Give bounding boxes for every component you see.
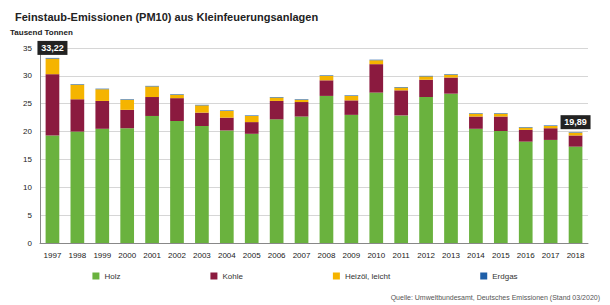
svg-text:5: 5 — [28, 211, 33, 220]
svg-text:2016: 2016 — [517, 251, 535, 260]
svg-text:2003: 2003 — [193, 251, 211, 260]
svg-text:0: 0 — [28, 239, 33, 248]
svg-text:2011: 2011 — [393, 251, 411, 260]
svg-text:Tausend Tonnen: Tausend Tonnen — [10, 28, 73, 37]
svg-text:2009: 2009 — [342, 251, 360, 260]
svg-text:2006: 2006 — [268, 251, 286, 260]
svg-text:20: 20 — [23, 127, 32, 136]
svg-text:2014: 2014 — [467, 251, 485, 260]
svg-text:15: 15 — [23, 155, 32, 164]
svg-text:Quelle: Umweltbundesamt, Deuts: Quelle: Umweltbundesamt, Deutsches Emiss… — [391, 294, 600, 302]
svg-text:10: 10 — [23, 183, 32, 192]
svg-text:2012: 2012 — [417, 251, 435, 260]
svg-text:19,89: 19,89 — [564, 117, 587, 127]
svg-text:25: 25 — [23, 99, 32, 108]
svg-text:35: 35 — [23, 44, 32, 53]
svg-text:Kohle: Kohle — [222, 272, 243, 281]
svg-text:2002: 2002 — [168, 251, 186, 260]
svg-text:2004: 2004 — [218, 251, 236, 260]
svg-text:2008: 2008 — [318, 251, 336, 260]
svg-text:2000: 2000 — [118, 251, 136, 260]
svg-text:Erdgas: Erdgas — [492, 272, 517, 281]
svg-text:Heizöl, leicht: Heizöl, leicht — [345, 272, 391, 281]
svg-text:2001: 2001 — [143, 251, 161, 260]
svg-text:2007: 2007 — [293, 251, 311, 260]
svg-text:Feinstaub-Emissionen (PM10) au: Feinstaub-Emissionen (PM10) aus Kleinfeu… — [15, 11, 318, 23]
svg-text:2013: 2013 — [442, 251, 460, 260]
svg-text:1999: 1999 — [93, 251, 111, 260]
svg-text:2018: 2018 — [567, 251, 585, 260]
svg-text:1997: 1997 — [44, 251, 62, 260]
svg-text:2015: 2015 — [492, 251, 510, 260]
svg-text:33,22: 33,22 — [41, 43, 64, 53]
svg-text:Holz: Holz — [104, 272, 120, 281]
svg-text:2017: 2017 — [542, 251, 560, 260]
svg-text:1998: 1998 — [68, 251, 86, 260]
svg-text:2005: 2005 — [243, 251, 261, 260]
svg-text:30: 30 — [23, 71, 32, 80]
svg-text:2010: 2010 — [367, 251, 385, 260]
